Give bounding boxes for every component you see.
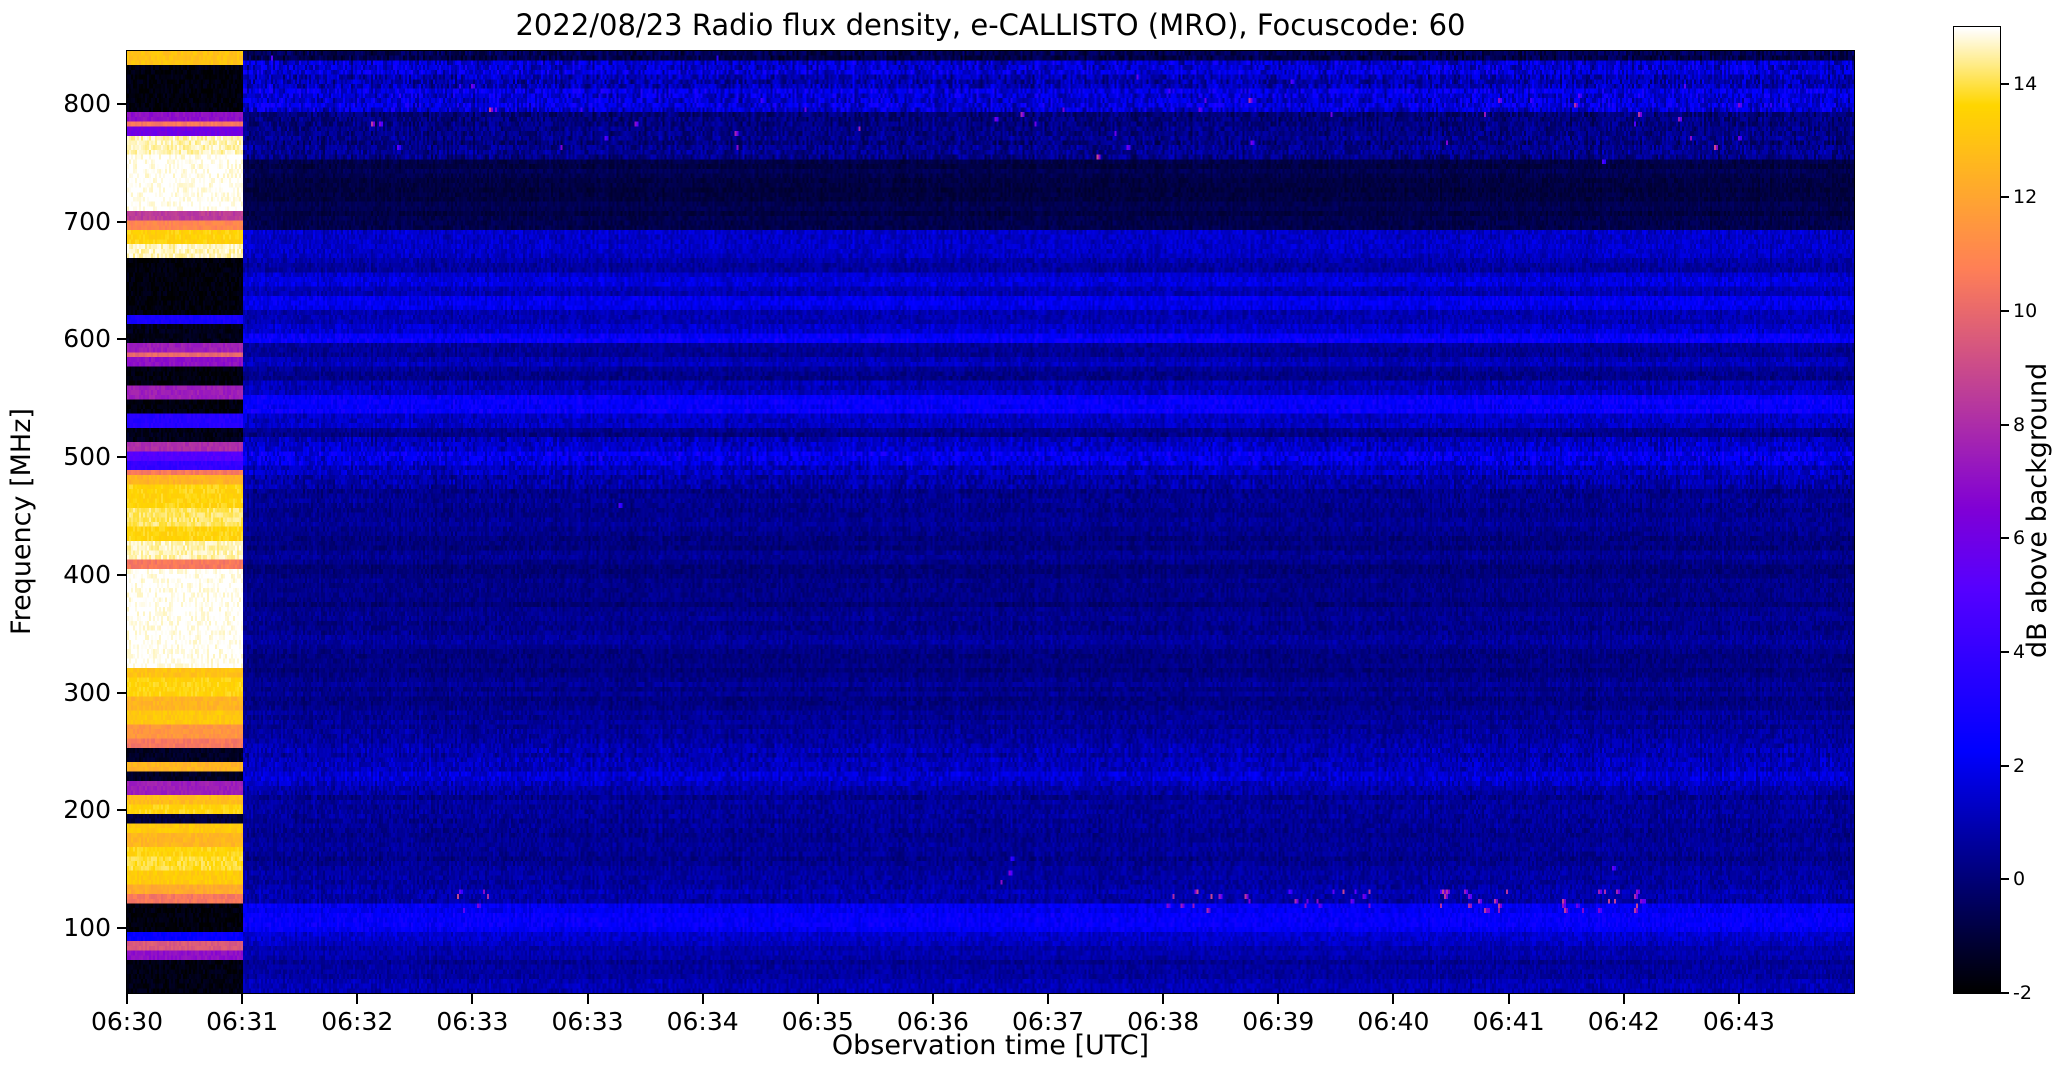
y-tick-label: 600 xyxy=(63,324,111,354)
y-tick-mark xyxy=(117,456,127,459)
colorbar-tick-mark xyxy=(2001,992,2009,994)
x-axis-label: Observation time [UTC] xyxy=(831,1030,1150,1061)
x-tick-label: 06:39 xyxy=(1242,1007,1315,1036)
x-tick-mark xyxy=(1737,994,1740,1004)
colorbar-tick-label: 6 xyxy=(2013,527,2026,550)
x-tick-mark xyxy=(471,994,474,1004)
y-tick-label: 300 xyxy=(63,677,111,707)
x-tick-mark xyxy=(126,994,128,1004)
x-tick-mark xyxy=(701,994,704,1004)
x-tick-label: 06:33 xyxy=(551,1007,624,1036)
colorbar-tick-mark xyxy=(2001,537,2009,540)
x-tick-mark xyxy=(1622,994,1625,1004)
colorbar-tick-label: 14 xyxy=(2013,72,2038,95)
x-tick-mark xyxy=(816,994,819,1004)
spectrogram-canvas xyxy=(127,51,1854,993)
y-tick-mark xyxy=(117,691,127,694)
y-tick-label: 700 xyxy=(63,206,111,236)
colorbar-tick-label: 10 xyxy=(2013,300,2038,323)
x-tick-mark xyxy=(1507,994,1510,1004)
y-tick-mark xyxy=(117,338,127,341)
y-tick-mark xyxy=(117,927,127,930)
x-tick-mark xyxy=(1162,994,1165,1004)
x-tick-label: 06:32 xyxy=(321,1007,394,1036)
y-tick-label: 200 xyxy=(63,795,111,825)
y-tick-mark xyxy=(117,809,127,812)
colorbar-tick-mark xyxy=(2001,878,2009,881)
x-tick-mark xyxy=(1277,994,1280,1004)
y-tick-mark xyxy=(117,573,127,576)
x-tick-label: 06:37 xyxy=(1012,1007,1085,1036)
x-tick-mark xyxy=(1047,994,1050,1004)
x-tick-label: 06:43 xyxy=(1702,1007,1775,1036)
y-tick-label: 800 xyxy=(63,88,111,118)
x-tick-label: 06:31 xyxy=(206,1007,279,1036)
colorbar-gradient-canvas xyxy=(1954,27,2000,993)
colorbar-tick-label: -2 xyxy=(2013,982,2032,1004)
y-tick-label: 100 xyxy=(63,913,111,943)
colorbar-tick-mark xyxy=(2001,423,2009,426)
x-tick-label: 06:35 xyxy=(781,1007,854,1036)
colorbar-tick-label: 4 xyxy=(2013,641,2026,664)
colorbar-tick-label: 8 xyxy=(2013,413,2026,436)
y-axis-label: Frequency [MHz] xyxy=(6,408,37,636)
spectrogram-plot-area xyxy=(126,50,1855,994)
x-tick-mark xyxy=(931,994,934,1004)
x-tick-mark xyxy=(586,994,589,1004)
colorbar-tick-label: 0 xyxy=(2013,868,2026,891)
x-tick-label: 06:42 xyxy=(1587,1007,1660,1036)
y-tick-label: 400 xyxy=(63,559,111,589)
y-tick-mark xyxy=(117,102,127,105)
x-tick-label: 06:34 xyxy=(666,1007,739,1036)
colorbar-tick-mark xyxy=(2001,82,2009,85)
x-tick-label: 06:40 xyxy=(1357,1007,1430,1036)
y-tick-label: 500 xyxy=(63,442,111,472)
x-tick-label: 06:41 xyxy=(1472,1007,1545,1036)
colorbar-tick-label: 12 xyxy=(2013,186,2038,209)
colorbar-tick-mark xyxy=(2001,764,2009,767)
chart-title: 2022/08/23 Radio flux density, e-CALLIST… xyxy=(515,8,1466,42)
x-tick-mark xyxy=(356,994,359,1004)
colorbar-label: dB above background xyxy=(2022,362,2053,658)
x-tick-label: 06:33 xyxy=(436,1007,509,1036)
colorbar-tick-mark xyxy=(2001,196,2009,199)
x-tick-label: 06:36 xyxy=(896,1007,969,1036)
colorbar-tick-mark xyxy=(2001,310,2009,313)
x-tick-mark xyxy=(241,994,244,1004)
x-tick-label: 06:30 xyxy=(90,1007,164,1036)
x-tick-mark xyxy=(1392,994,1395,1004)
colorbar-tick-label: 2 xyxy=(2013,754,2026,777)
colorbar-tick-mark xyxy=(2001,651,2009,654)
y-tick-mark xyxy=(117,220,127,223)
x-tick-label: 06:38 xyxy=(1127,1007,1200,1036)
colorbar xyxy=(1953,26,2001,994)
